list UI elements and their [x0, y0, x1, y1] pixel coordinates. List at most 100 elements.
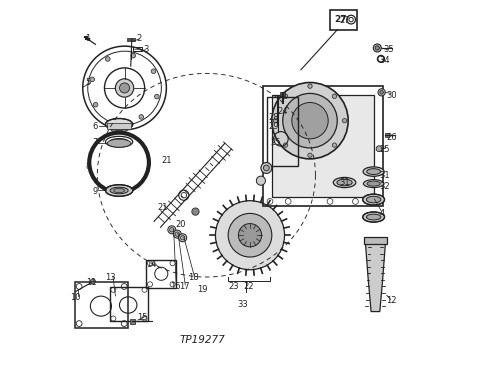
Text: 24: 24 [278, 107, 288, 116]
Circle shape [114, 118, 118, 123]
Circle shape [282, 93, 338, 148]
Text: 17: 17 [179, 282, 190, 291]
Circle shape [274, 119, 278, 123]
Circle shape [120, 83, 130, 93]
Text: 28: 28 [268, 112, 279, 122]
Circle shape [374, 44, 382, 52]
Circle shape [376, 146, 382, 151]
Text: 15: 15 [138, 312, 148, 322]
Text: 35: 35 [383, 45, 394, 54]
Text: 31: 31 [339, 178, 350, 187]
Text: 26: 26 [386, 132, 397, 142]
Bar [146, 260, 176, 288]
Ellipse shape [110, 125, 128, 132]
Circle shape [151, 69, 156, 73]
Text: 5: 5 [86, 78, 91, 87]
Text: 10: 10 [70, 292, 80, 301]
Text: 21: 21 [158, 203, 168, 212]
Circle shape [342, 119, 346, 123]
Circle shape [284, 94, 288, 99]
Text: 9: 9 [93, 187, 98, 196]
Text: 7: 7 [93, 138, 98, 147]
Text: 16: 16 [170, 282, 181, 291]
Ellipse shape [174, 230, 182, 238]
Text: 23: 23 [228, 282, 239, 291]
Ellipse shape [168, 226, 176, 234]
Circle shape [154, 94, 159, 99]
Ellipse shape [108, 139, 131, 147]
Ellipse shape [264, 165, 270, 171]
Text: TP19277: TP19277 [180, 335, 226, 345]
Circle shape [216, 201, 284, 270]
Bar [110, 287, 148, 322]
Text: 19: 19 [198, 285, 208, 294]
Bar [364, 237, 387, 244]
Text: 1: 1 [86, 34, 91, 43]
Bar [262, 86, 382, 206]
Text: 25: 25 [270, 138, 280, 147]
Text: 2: 2 [136, 34, 141, 43]
Ellipse shape [180, 235, 185, 240]
Ellipse shape [256, 176, 266, 185]
Circle shape [228, 214, 272, 257]
Ellipse shape [337, 179, 352, 186]
Bar [384, 133, 390, 137]
Text: 27: 27 [334, 15, 347, 24]
Bar [130, 319, 134, 324]
Text: 4: 4 [380, 209, 386, 218]
Ellipse shape [362, 212, 384, 222]
Text: 34: 34 [379, 56, 390, 65]
Ellipse shape [334, 177, 356, 188]
Text: 25: 25 [380, 145, 390, 154]
Ellipse shape [261, 162, 272, 173]
Ellipse shape [114, 188, 124, 193]
Circle shape [332, 94, 336, 99]
Bar [272, 95, 374, 197]
Bar [280, 92, 285, 96]
Circle shape [308, 84, 312, 88]
Bar [108, 123, 131, 129]
Circle shape [90, 279, 96, 284]
Circle shape [272, 82, 348, 159]
Ellipse shape [364, 180, 384, 188]
Text: 11: 11 [86, 278, 97, 287]
Circle shape [284, 143, 288, 147]
Text: 18: 18 [188, 273, 199, 281]
Ellipse shape [363, 167, 384, 176]
Bar [76, 283, 128, 328]
Circle shape [292, 103, 328, 139]
Text: 31: 31 [379, 171, 390, 180]
Text: 22: 22 [243, 282, 254, 291]
Ellipse shape [110, 187, 128, 194]
Polygon shape [366, 241, 386, 312]
Text: 32: 32 [379, 182, 390, 191]
Text: 33: 33 [238, 300, 248, 309]
Text: 20: 20 [176, 220, 186, 229]
Circle shape [238, 224, 262, 247]
Circle shape [308, 153, 312, 157]
Circle shape [116, 79, 134, 97]
Bar [133, 46, 141, 51]
Circle shape [380, 91, 384, 94]
Text: 29: 29 [268, 122, 279, 131]
Ellipse shape [175, 232, 180, 236]
Bar [330, 10, 357, 30]
Text: 3: 3 [144, 45, 149, 54]
Circle shape [106, 57, 110, 61]
Text: 30: 30 [386, 91, 397, 100]
Ellipse shape [170, 228, 174, 232]
Bar [268, 97, 298, 166]
Ellipse shape [106, 119, 132, 130]
Text: 14: 14 [146, 260, 157, 269]
Text: 21: 21 [161, 156, 172, 165]
Text: 6: 6 [93, 122, 98, 131]
Circle shape [192, 208, 199, 215]
Ellipse shape [366, 214, 381, 220]
Circle shape [94, 103, 98, 107]
Ellipse shape [366, 169, 380, 174]
Bar [127, 38, 135, 41]
Circle shape [131, 53, 136, 58]
Circle shape [139, 115, 143, 119]
Circle shape [375, 46, 380, 50]
Text: 12: 12 [386, 296, 397, 305]
